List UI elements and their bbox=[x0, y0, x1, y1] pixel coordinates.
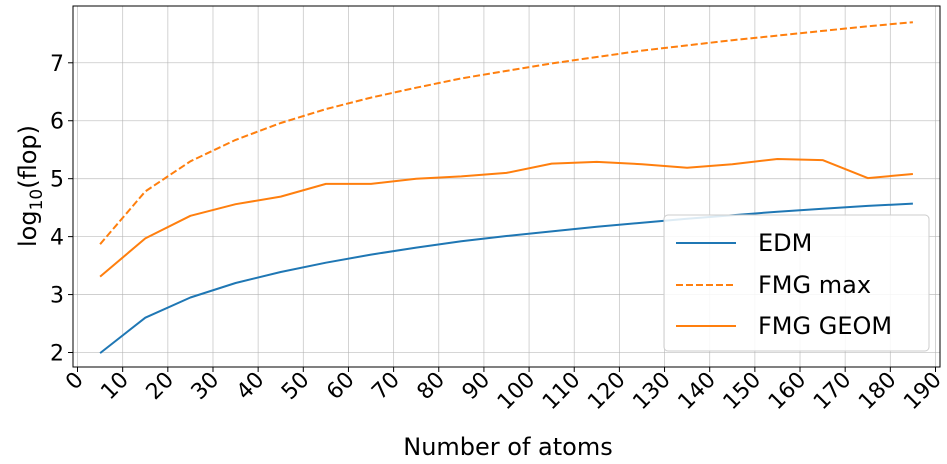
x-tick-label: 120 bbox=[583, 368, 630, 415]
x-tick-label: 190 bbox=[899, 368, 946, 415]
y-tick-label: 3 bbox=[50, 284, 64, 309]
x-tick-label: 60 bbox=[322, 368, 359, 405]
y-axis-title-subscript: 10 bbox=[27, 189, 47, 211]
y-tick-label: 4 bbox=[50, 226, 64, 251]
x-axis-title: Number of atoms bbox=[403, 433, 612, 461]
legend-label-edm: EDM bbox=[758, 229, 812, 257]
x-tick-label: 10 bbox=[96, 368, 133, 405]
x-tick-label: 0 bbox=[61, 368, 89, 396]
x-tick-label: 100 bbox=[493, 368, 540, 415]
y-axis-title: log10(flop) bbox=[14, 125, 47, 247]
x-tick-label: 180 bbox=[854, 368, 901, 415]
x-tick-label: 160 bbox=[764, 368, 811, 415]
y-tick-label: 2 bbox=[50, 342, 64, 367]
x-tick-label: 20 bbox=[142, 368, 179, 405]
y-tick-label: 5 bbox=[50, 168, 64, 193]
y-tick-label: 6 bbox=[50, 110, 64, 135]
x-tick-label: 140 bbox=[674, 368, 721, 415]
legend-label-fmg-max: FMG max bbox=[758, 271, 871, 299]
y-tick-label: 7 bbox=[50, 52, 64, 77]
x-tick-label: 90 bbox=[458, 368, 495, 405]
x-tick-label: 30 bbox=[187, 368, 224, 405]
legend: EDM FMG max FMG GEOM bbox=[664, 215, 929, 351]
x-tick-label: 80 bbox=[413, 368, 450, 405]
x-tick-label: 70 bbox=[367, 368, 404, 405]
x-tick-label: 110 bbox=[538, 368, 585, 415]
x-tick-label: 40 bbox=[232, 368, 269, 405]
y-axis-title-main: log bbox=[14, 210, 42, 247]
legend-label-fmg-geom: FMG GEOM bbox=[758, 312, 892, 340]
y-axis-title-rest: (flop) bbox=[14, 125, 42, 189]
x-tick-label: 170 bbox=[809, 368, 856, 415]
x-tick-label: 130 bbox=[628, 368, 675, 415]
x-tick-label: 50 bbox=[277, 368, 314, 405]
x-tick-label: 150 bbox=[719, 368, 766, 415]
